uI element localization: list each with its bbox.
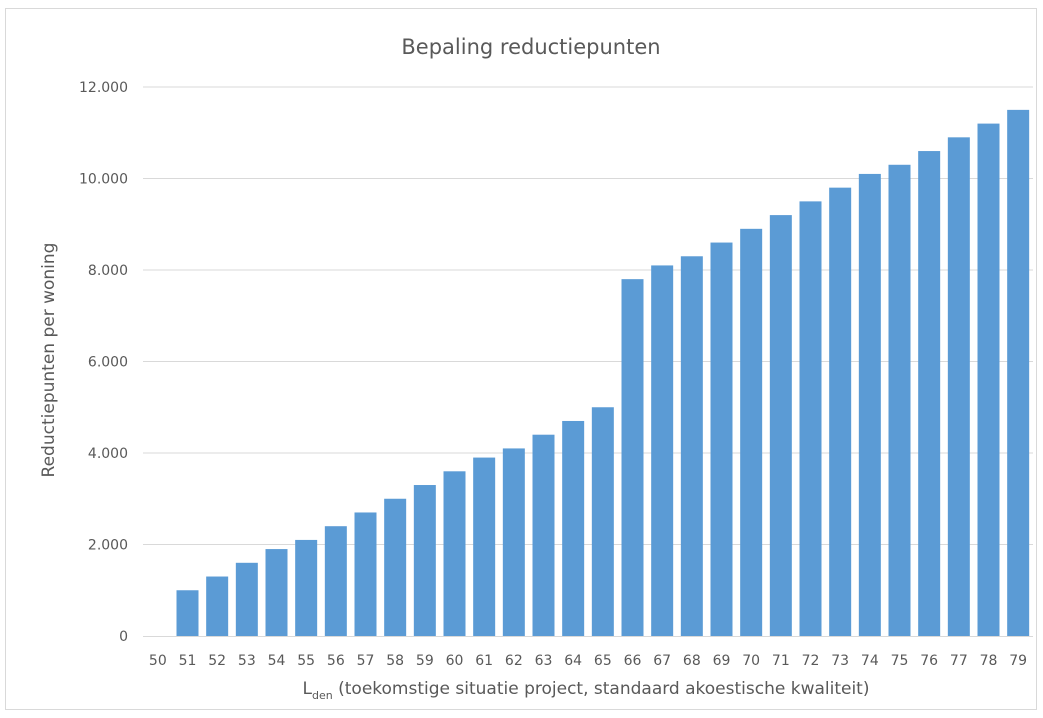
- bar-60: [443, 471, 466, 636]
- bar-67: [651, 265, 674, 636]
- chart-title: Bepaling reductiepunten: [401, 35, 660, 59]
- x-tick-label: 79: [1009, 653, 1027, 669]
- x-tick-label: 53: [238, 653, 256, 669]
- bar-69: [710, 242, 733, 637]
- bar-71: [769, 215, 792, 636]
- x-tick-label: 67: [653, 653, 671, 669]
- bar-51: [176, 590, 199, 636]
- y-tick-label: 2.000: [88, 538, 128, 554]
- y-axis-label: Reductiepunten per woning: [39, 243, 59, 478]
- x-tick-label: 63: [535, 653, 553, 669]
- bar-64: [562, 420, 585, 636]
- x-tick-label: 68: [683, 653, 701, 669]
- y-tick-label: 4.000: [88, 446, 128, 462]
- bar-59: [413, 485, 436, 636]
- x-tick-label: 51: [179, 653, 197, 669]
- x-tick-label: 52: [208, 653, 226, 669]
- x-axis-label-main: L: [303, 679, 313, 699]
- x-axis-ticks: 50 51 52 53 54 55 56 57 58 59 60 61 62 63 64 65 66 67 68 69…: [149, 653, 1027, 669]
- x-tick-label: 66: [624, 653, 642, 669]
- bar-77: [947, 137, 970, 636]
- bar-72: [799, 201, 822, 636]
- x-axis-label-rest: (toekomstige situatie project, standaard…: [333, 679, 870, 699]
- x-tick-label: 60: [446, 653, 464, 669]
- x-tick-label: 56: [327, 653, 345, 669]
- x-tick-label: 59: [416, 653, 434, 669]
- bar-73: [829, 187, 852, 636]
- x-tick-label: 72: [802, 653, 820, 669]
- y-tick-label: 10.000: [79, 172, 128, 188]
- bar-74: [858, 173, 881, 637]
- x-tick-label: 70: [742, 653, 760, 669]
- bar-70: [740, 228, 763, 636]
- bar-79: [1007, 109, 1030, 636]
- bar-54: [265, 549, 288, 636]
- gridlines: [143, 86, 1033, 545]
- x-tick-label: 74: [861, 653, 879, 669]
- y-axis-ticks: 0 2.000 4.000 6.000 8.000 10.000 12.000: [79, 80, 128, 645]
- x-axis-label-subscript: den: [312, 689, 333, 702]
- bar-75: [888, 164, 911, 636]
- x-tick-label: 55: [297, 653, 315, 669]
- bar-65: [591, 407, 614, 636]
- x-tick-label: 77: [950, 653, 968, 669]
- x-tick-label: 78: [980, 653, 998, 669]
- y-tick-label: 6.000: [88, 355, 128, 371]
- x-tick-label: 76: [920, 653, 938, 669]
- x-tick-label: 61: [475, 653, 493, 669]
- bar-55: [295, 539, 318, 636]
- x-tick-label: 64: [564, 653, 582, 669]
- x-tick-label: 54: [268, 653, 286, 669]
- x-axis-label: Lden (toekomstige situatie project, stan…: [303, 679, 870, 702]
- bars: [176, 109, 1030, 637]
- bar-76: [918, 151, 941, 637]
- bar-68: [680, 256, 703, 636]
- bar-66: [621, 279, 644, 636]
- bar-58: [384, 498, 407, 636]
- bar-56: [324, 526, 347, 636]
- x-tick-label: 75: [891, 653, 909, 669]
- bar-62: [502, 448, 525, 636]
- y-tick-label: 12.000: [79, 80, 128, 96]
- x-tick-label: 73: [831, 653, 849, 669]
- x-tick-label: 65: [594, 653, 612, 669]
- x-tick-label: 57: [357, 653, 375, 669]
- bar-63: [532, 434, 555, 636]
- x-tick-label: 62: [505, 653, 523, 669]
- x-tick-label: 58: [386, 653, 404, 669]
- y-tick-label: 8.000: [88, 263, 128, 279]
- bar-61: [473, 457, 496, 636]
- y-tick-label: 0: [119, 629, 128, 645]
- bar-57: [354, 512, 377, 636]
- bar-53: [235, 562, 258, 636]
- x-tick-label: 69: [713, 653, 731, 669]
- x-tick-label: 50: [149, 653, 167, 669]
- x-tick-label: 71: [772, 653, 790, 669]
- bar-78: [977, 123, 1000, 637]
- bar-52: [206, 576, 229, 636]
